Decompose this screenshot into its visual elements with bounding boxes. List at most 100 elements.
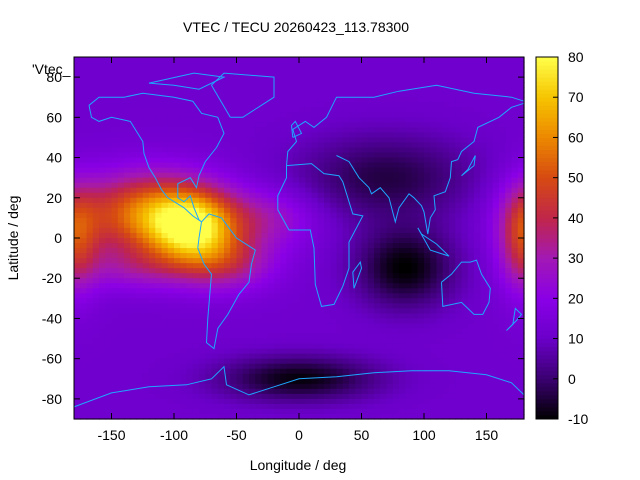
heatmap-cell	[205, 358, 213, 365]
heatmap-cell	[449, 87, 456, 93]
heatmap-cell	[511, 283, 519, 289]
heatmap-cell	[511, 187, 519, 194]
heatmap-cell	[311, 87, 319, 93]
heatmap-cell	[217, 82, 225, 88]
heatmap-cell	[111, 303, 119, 309]
heatmap-cell	[330, 182, 338, 189]
heatmap-cell	[299, 72, 306, 78]
heatmap-cell	[492, 298, 500, 304]
heatmap-cell	[405, 57, 413, 63]
heatmap-cell	[180, 353, 188, 360]
heatmap-cell	[417, 127, 425, 134]
heatmap-cell	[86, 122, 94, 128]
heatmap-cell	[92, 87, 100, 93]
heatmap-cell	[436, 142, 444, 149]
heatmap-cell	[155, 167, 163, 174]
heatmap-cell	[342, 197, 350, 204]
heatmap-cell	[211, 82, 219, 88]
heatmap-cell	[455, 243, 463, 249]
heatmap-cell	[474, 122, 481, 128]
heatmap-cell	[380, 258, 388, 264]
heatmap-cell	[449, 142, 456, 149]
heatmap-cell	[324, 142, 331, 149]
heatmap-cell	[217, 368, 225, 375]
heatmap-cell	[317, 338, 325, 345]
heatmap-cell	[261, 157, 269, 164]
heatmap-cell	[305, 243, 313, 249]
heatmap-cell	[349, 147, 356, 154]
heatmap-cell	[517, 182, 525, 189]
heatmap-cell	[505, 283, 513, 289]
heatmap-cell	[336, 348, 344, 355]
heatmap-cell	[130, 182, 138, 189]
heatmap-cell	[480, 162, 488, 169]
heatmap-cell	[217, 187, 225, 194]
heatmap-cell	[124, 112, 131, 118]
heatmap-cell	[380, 238, 388, 244]
heatmap-cell	[111, 368, 119, 375]
heatmap-cell	[155, 258, 163, 264]
heatmap-cell	[405, 328, 413, 335]
heatmap-cell	[117, 217, 125, 224]
heatmap-cell	[242, 338, 250, 345]
heatmap-cell	[186, 122, 194, 128]
heatmap-cell	[442, 283, 450, 289]
heatmap-cell	[180, 67, 188, 73]
heatmap-cell	[117, 167, 125, 174]
heatmap-cell	[424, 167, 431, 174]
heatmap-cell	[486, 212, 494, 219]
heatmap-cell	[355, 232, 363, 239]
heatmap-cell	[505, 197, 513, 204]
heatmap-cell	[74, 403, 81, 410]
heatmap-cell	[449, 383, 456, 390]
heatmap-cell	[399, 67, 406, 73]
heatmap-cell	[405, 142, 413, 149]
heatmap-cell	[261, 127, 269, 134]
heatmap-cell	[192, 303, 200, 309]
heatmap-cell	[305, 222, 313, 229]
heatmap-cell	[230, 192, 238, 199]
heatmap-cell	[392, 388, 400, 395]
heatmap-cell	[92, 207, 100, 214]
heatmap-cell	[405, 62, 413, 68]
heatmap-cell	[186, 248, 194, 254]
heatmap-cell	[230, 383, 238, 390]
heatmap-cell	[142, 227, 150, 234]
heatmap-cell	[349, 177, 356, 184]
heatmap-cell	[411, 67, 419, 73]
heatmap-cell	[86, 248, 94, 254]
heatmap-cell	[317, 268, 325, 274]
heatmap-cell	[86, 378, 94, 385]
heatmap-cell	[317, 383, 325, 390]
heatmap-cell	[405, 227, 413, 234]
heatmap-cell	[386, 162, 394, 169]
heatmap-cell	[130, 152, 138, 159]
heatmap-cell	[149, 238, 156, 244]
heatmap-cell	[424, 328, 431, 335]
heatmap-cell	[467, 398, 475, 405]
heatmap-cell	[130, 57, 138, 63]
heatmap-cell	[392, 147, 400, 154]
heatmap-cell	[86, 82, 94, 88]
heatmap-cell	[117, 122, 125, 128]
heatmap-cell	[505, 57, 513, 63]
heatmap-cell	[499, 72, 506, 78]
heatmap-cell	[367, 368, 375, 375]
heatmap-cell	[236, 378, 244, 385]
heatmap-cell	[511, 197, 519, 204]
heatmap-cell	[236, 112, 244, 118]
heatmap-cell	[292, 222, 300, 229]
heatmap-cell	[136, 97, 144, 103]
heatmap-cell	[292, 373, 300, 380]
heatmap-cell	[192, 197, 200, 204]
heatmap-cell	[517, 263, 525, 269]
heatmap-cell	[167, 62, 175, 68]
heatmap-cell	[192, 132, 200, 139]
heatmap-cell	[205, 202, 213, 209]
heatmap-cell	[442, 388, 450, 395]
heatmap-cell	[455, 77, 463, 83]
heatmap-cell	[105, 403, 113, 410]
heatmap-cell	[467, 212, 475, 219]
heatmap-cell	[280, 268, 288, 274]
heatmap-cell	[499, 323, 506, 330]
